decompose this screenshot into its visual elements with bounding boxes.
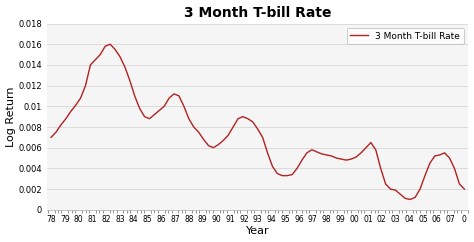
3 Month T-bill Rate bbox=[176, 94, 182, 97]
Title: 3 Month T-bill Rate: 3 Month T-bill Rate bbox=[184, 6, 331, 20]
Line: 3 Month T-bill Rate: 3 Month T-bill Rate bbox=[51, 44, 465, 199]
3 Month T-bill Rate bbox=[48, 136, 54, 139]
X-axis label: Year: Year bbox=[246, 227, 270, 236]
3 Month T-bill Rate bbox=[196, 131, 201, 134]
3 Month T-bill Rate bbox=[260, 136, 265, 139]
3 Month T-bill Rate bbox=[447, 157, 452, 159]
3 Month T-bill Rate bbox=[122, 66, 128, 68]
3 Month T-bill Rate bbox=[407, 198, 413, 201]
Y-axis label: Log Return: Log Return bbox=[6, 86, 16, 147]
Legend: 3 Month T-bill Rate: 3 Month T-bill Rate bbox=[346, 28, 464, 44]
3 Month T-bill Rate bbox=[462, 188, 467, 190]
3 Month T-bill Rate bbox=[107, 43, 113, 46]
3 Month T-bill Rate bbox=[181, 105, 187, 108]
